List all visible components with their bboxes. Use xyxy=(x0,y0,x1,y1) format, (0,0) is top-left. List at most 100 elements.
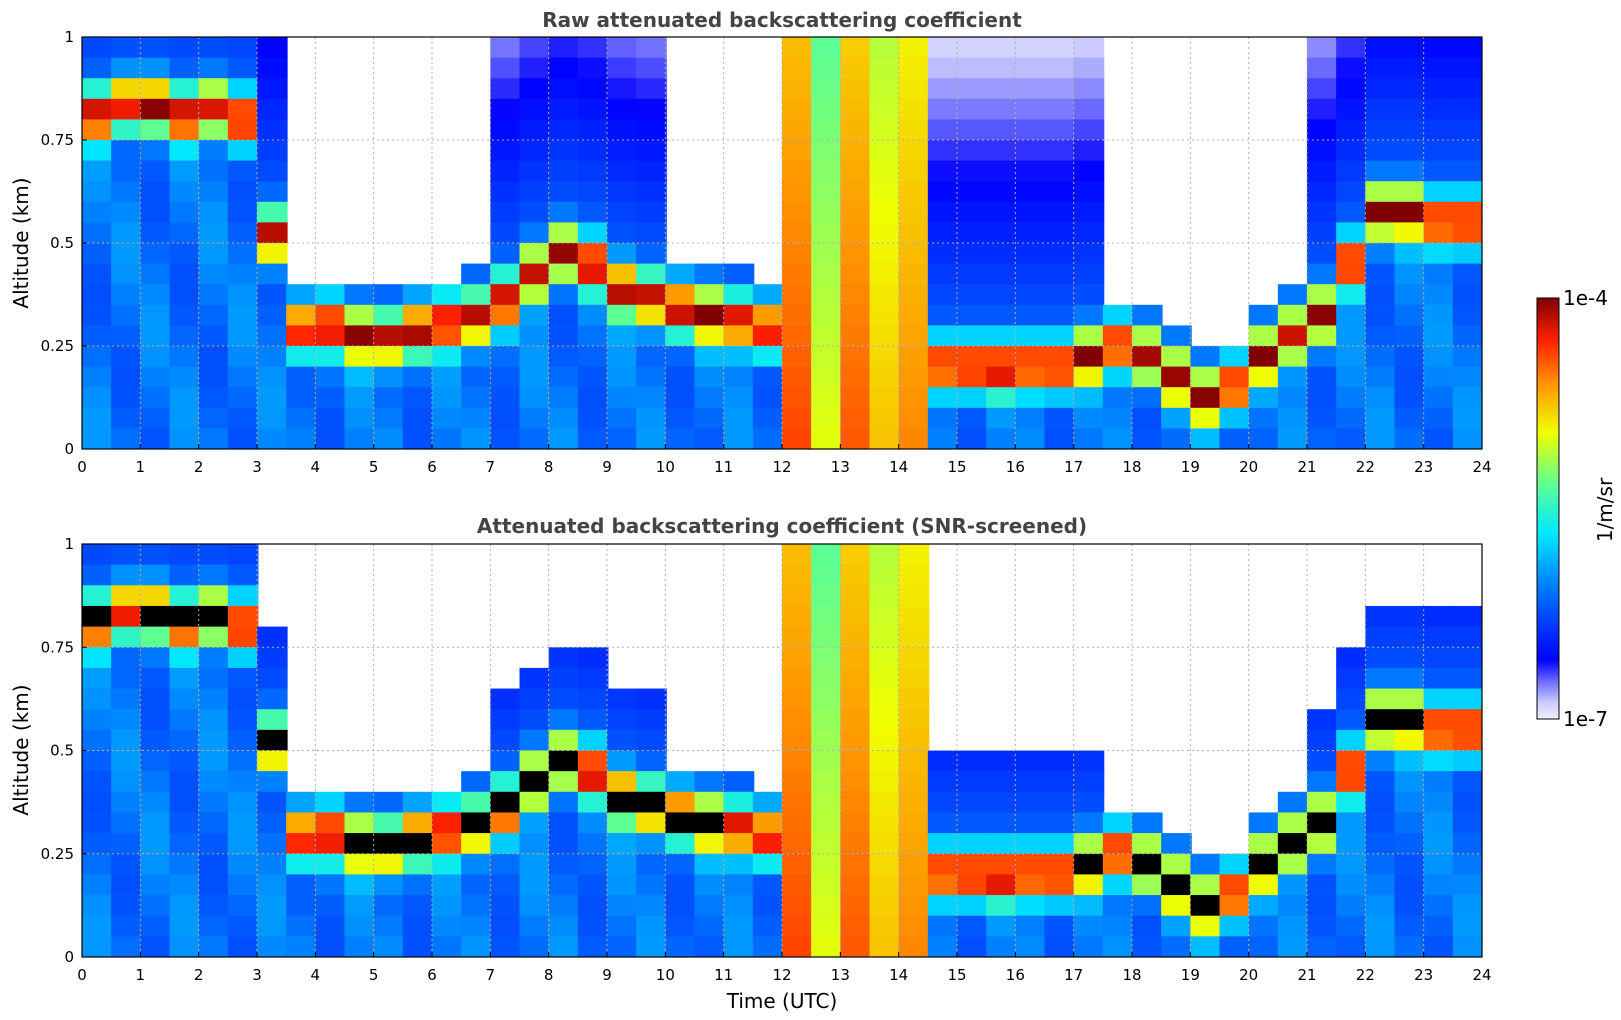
heatmap-cell xyxy=(1336,750,1367,773)
heatmap-cell xyxy=(198,98,230,121)
heatmap-cell xyxy=(1132,387,1163,409)
heatmap-cell xyxy=(957,57,988,80)
heatmap-cell xyxy=(140,37,171,59)
heatmap-cell xyxy=(1073,181,1105,203)
x-tick-label: 23 xyxy=(1414,966,1433,984)
heatmap-cell xyxy=(111,160,142,183)
heatmap-cell xyxy=(694,387,726,409)
heatmap-cell xyxy=(752,428,784,449)
heatmap-cell xyxy=(898,791,930,814)
x-tick-label: 2 xyxy=(194,966,204,984)
heatmap-cell xyxy=(490,771,521,793)
heatmap-cell xyxy=(198,874,230,897)
heatmap-cell xyxy=(82,833,113,855)
heatmap-cell xyxy=(1132,812,1163,835)
x-tick-label: 21 xyxy=(1297,966,1316,984)
x-tick-label: 15 xyxy=(947,458,966,476)
heatmap-cell xyxy=(82,853,113,876)
heatmap-cell xyxy=(490,201,521,224)
heatmap-cell xyxy=(840,626,871,649)
heatmap-cell xyxy=(519,853,551,876)
heatmap-cell xyxy=(636,140,667,162)
heatmap-cell xyxy=(752,387,784,409)
panel-title: Attenuated backscattering coefficient (S… xyxy=(477,514,1087,538)
heatmap-cell xyxy=(1073,366,1105,389)
heatmap-cell xyxy=(840,791,871,814)
colorbar-min-label: 1e-7 xyxy=(1563,707,1608,731)
heatmap-cell xyxy=(577,140,609,162)
heatmap-cell xyxy=(1394,729,1426,752)
heatmap-cell xyxy=(986,366,1017,389)
heatmap-cell xyxy=(111,626,142,649)
heatmap-cell xyxy=(169,874,201,897)
heatmap-cell xyxy=(869,544,901,566)
heatmap-cell xyxy=(490,37,521,59)
heatmap-cell xyxy=(227,812,259,835)
heatmap-cell xyxy=(169,647,201,669)
heatmap-cell xyxy=(782,729,813,752)
heatmap-cell xyxy=(1423,853,1455,876)
heatmap-cell xyxy=(1044,428,1076,449)
heatmap-cell xyxy=(694,936,726,957)
heatmap-cell xyxy=(636,771,667,793)
heatmap-cell xyxy=(373,791,405,814)
heatmap-cell xyxy=(111,915,142,938)
heatmap-cell xyxy=(840,688,871,711)
heatmap-cell xyxy=(490,263,521,286)
heatmap-cell xyxy=(490,874,521,897)
heatmap-cell xyxy=(1365,428,1396,449)
heatmap-cell xyxy=(111,243,142,265)
heatmap-cell xyxy=(1044,243,1076,265)
heatmap-cell xyxy=(82,57,113,80)
heatmap-cell xyxy=(1277,936,1309,957)
heatmap-cell xyxy=(1423,78,1455,100)
heatmap-cell xyxy=(227,936,259,957)
heatmap-cell xyxy=(811,37,842,59)
heatmap-cell xyxy=(577,688,609,711)
heatmap-cell xyxy=(1161,833,1192,855)
heatmap-cell xyxy=(1073,387,1105,409)
heatmap-cell xyxy=(1044,140,1076,162)
heatmap-cell xyxy=(840,263,871,286)
heatmap-cell xyxy=(898,284,930,306)
heatmap-cell xyxy=(1423,750,1455,773)
heatmap-cell xyxy=(636,812,667,835)
heatmap-cell xyxy=(898,585,930,607)
heatmap-cell xyxy=(1044,874,1076,897)
heatmap-cell xyxy=(1394,428,1426,449)
heatmap-cell xyxy=(1336,346,1367,368)
heatmap-cell xyxy=(490,428,521,449)
heatmap-cell xyxy=(1394,833,1426,855)
heatmap-cell xyxy=(1102,833,1134,855)
heatmap-cell xyxy=(1423,263,1455,286)
heatmap-cell xyxy=(1423,791,1455,814)
heatmap-cell xyxy=(140,325,171,348)
heatmap-cell xyxy=(1219,874,1251,897)
heatmap-cell xyxy=(957,140,988,162)
heatmap-cell xyxy=(227,119,259,142)
heatmap-image xyxy=(82,544,1482,957)
heatmap-cell xyxy=(1394,750,1426,773)
heatmap-cell xyxy=(636,688,667,711)
heatmap-cell xyxy=(227,284,259,306)
heatmap-cell xyxy=(840,605,871,628)
heatmap-cell xyxy=(607,222,638,245)
heatmap-cell xyxy=(723,915,755,938)
heatmap-cell xyxy=(1132,346,1163,368)
heatmap-cell xyxy=(636,304,667,327)
heatmap-cell xyxy=(1336,98,1367,121)
heatmap-cell xyxy=(782,140,813,162)
heatmap-cell xyxy=(986,222,1017,245)
heatmap-cell xyxy=(1102,407,1134,430)
heatmap-cell xyxy=(1277,346,1309,368)
heatmap-cell xyxy=(636,709,667,731)
heatmap-cell xyxy=(140,853,171,876)
heatmap-cell xyxy=(840,750,871,773)
heatmap-cell xyxy=(82,667,113,690)
heatmap-cell xyxy=(665,407,696,430)
heatmap-cell xyxy=(986,936,1017,957)
heatmap-cell xyxy=(840,544,871,566)
heatmap-cell xyxy=(1248,895,1280,917)
heatmap-cell xyxy=(1307,346,1338,368)
y-ticks: 0 0.25 0.5 0.75 1 xyxy=(41,28,87,458)
